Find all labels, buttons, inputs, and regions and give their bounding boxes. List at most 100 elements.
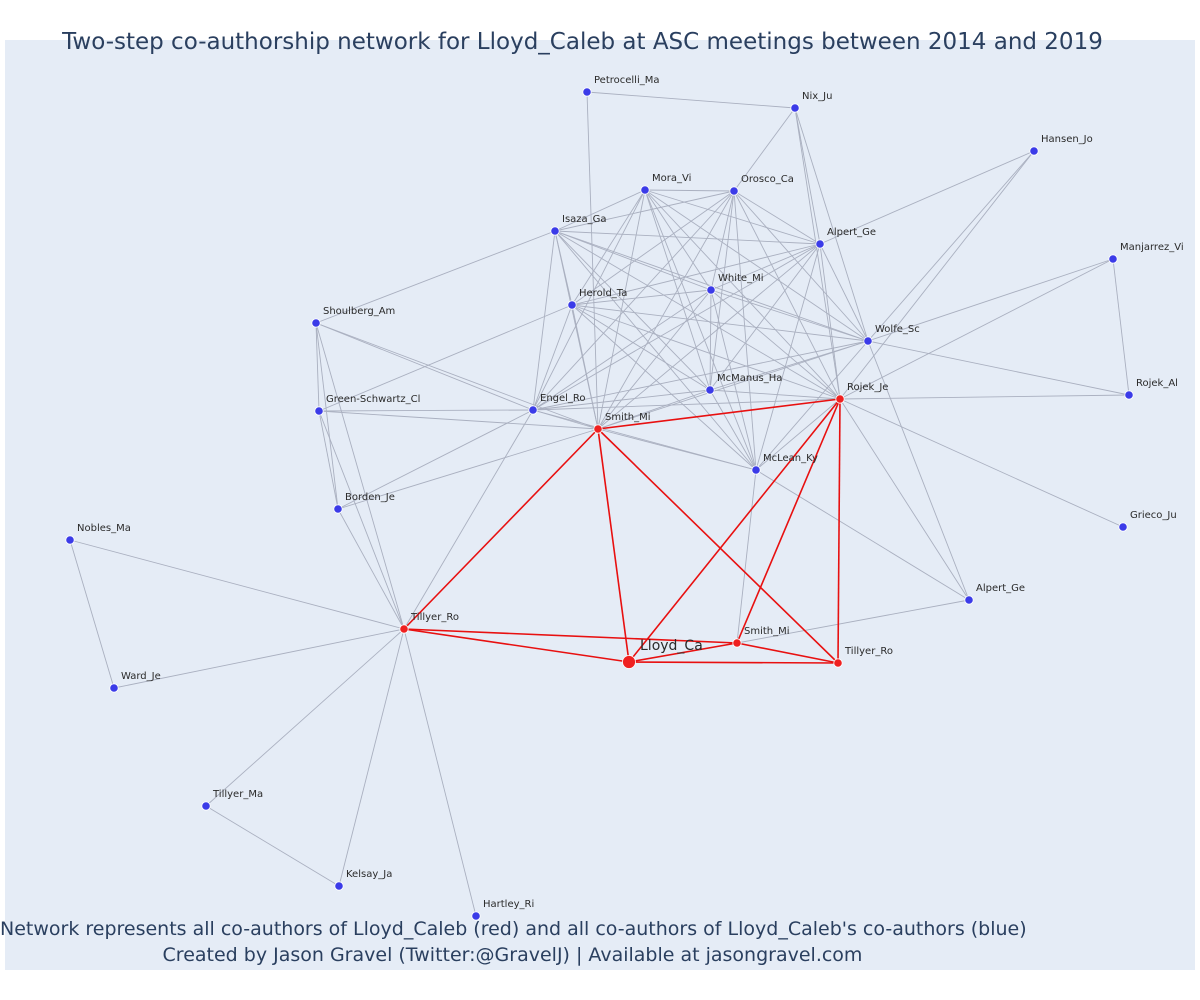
node-marker[interactable] (582, 87, 592, 97)
node-marker[interactable] (1029, 146, 1039, 156)
edge-orosco-alpertA (733, 190, 821, 245)
node-hartley[interactable]: Hartley_Ri (471, 899, 534, 921)
node-marker[interactable] (705, 385, 715, 395)
node-tillyerB[interactable]: Tillyer_Ro (833, 646, 893, 668)
node-marker[interactable] (790, 103, 800, 113)
node-label: Nix_Ju (802, 91, 832, 102)
edge-mclean-smithB (736, 469, 757, 644)
node-marker[interactable] (622, 655, 636, 669)
edge-nobles-tillyerA (69, 539, 405, 630)
node-marker[interactable] (835, 394, 845, 404)
edge-tillyerA-smithB (403, 628, 738, 644)
node-petro[interactable]: Petrocelli_Ma (582, 75, 660, 97)
node-label: McManus_Ha (717, 373, 782, 384)
node-isaza[interactable]: Isaza_Ga (550, 214, 607, 236)
edge-lloyd-tillyerB (628, 661, 839, 664)
node-lloyd[interactable]: Lloyd_Ca (622, 638, 703, 669)
node-label: Petrocelli_Ma (594, 75, 660, 86)
node-marker[interactable] (333, 504, 343, 514)
node-label: Mora_Vi (652, 173, 691, 184)
node-marker[interactable] (109, 683, 119, 693)
node-mclean[interactable]: McLean_Ky (751, 453, 818, 475)
edge-isaza-alpertA (554, 230, 821, 245)
edge-shoulberg-engel (315, 322, 534, 411)
node-marker[interactable] (732, 638, 742, 648)
node-marker[interactable] (1124, 390, 1134, 400)
node-label: Wolfe_Sc (875, 324, 920, 335)
node-shoulberg[interactable]: Shoulberg_Am (311, 306, 395, 328)
edge-herold-mclean (571, 304, 757, 471)
node-marker[interactable] (528, 405, 538, 415)
node-engel[interactable]: Engel_Ro (528, 393, 586, 415)
node-greenschwartz[interactable]: Green-Schwartz_Cl (314, 394, 421, 416)
node-smithB[interactable]: Smith_Mi (732, 626, 790, 648)
node-borden[interactable]: Borden_Je (333, 492, 395, 514)
node-label: Kelsay_Ja (346, 869, 392, 880)
node-marker[interactable] (550, 226, 560, 236)
node-marker[interactable] (1118, 522, 1128, 532)
node-alpertA[interactable]: Alpert_Ge (815, 227, 876, 249)
node-white[interactable]: White_Mi (706, 273, 764, 295)
edge-rojekJe-tillyerB (837, 398, 841, 664)
node-marker[interactable] (471, 911, 481, 921)
node-tillyerMa[interactable]: Tillyer_Ma (201, 789, 263, 811)
edge-isaza-mcmanus (554, 230, 711, 391)
node-label: Isaza_Ga (562, 214, 607, 225)
node-marker[interactable] (334, 881, 344, 891)
edge-mcmanus-engel (532, 389, 711, 411)
node-grieco[interactable]: Grieco_Ju (1118, 510, 1177, 532)
node-marker[interactable] (399, 624, 409, 634)
edge-smithA-wolfe (597, 340, 869, 430)
node-orosco[interactable]: Orosco_Ca (729, 174, 794, 196)
node-kelsay[interactable]: Kelsay_Ja (334, 869, 393, 891)
node-marker[interactable] (815, 239, 825, 249)
edge-orosco-herold (571, 190, 735, 306)
node-mora[interactable]: Mora_Vi (640, 173, 692, 195)
node-nix[interactable]: Nix_Ju (790, 91, 833, 113)
edge-nobles-ward (69, 539, 115, 689)
edge-engel-borden (337, 409, 534, 510)
node-mcmanus[interactable]: McManus_Ha (705, 373, 783, 395)
node-label: McLean_Ky (763, 453, 818, 464)
node-manjarrez[interactable]: Manjarrez_Vi (1108, 242, 1184, 264)
node-marker[interactable] (593, 424, 603, 434)
edge-alpertA-rojekJe (819, 243, 841, 400)
edge-nix-orosco (733, 107, 796, 192)
node-hansen[interactable]: Hansen_Jo (1029, 134, 1093, 156)
node-label: Smith_Mi (605, 412, 651, 423)
node-rojekAl[interactable]: Rojek_Al (1124, 378, 1178, 400)
node-marker[interactable] (201, 801, 211, 811)
node-marker[interactable] (1108, 254, 1118, 264)
node-marker[interactable] (729, 186, 739, 196)
node-marker[interactable] (863, 336, 873, 346)
edge-wolfe-rojekAl (867, 340, 1130, 396)
edge-isaza-mclean (554, 230, 757, 471)
edge-nix-wolfe (794, 107, 869, 342)
node-alpertB[interactable]: Alpert_Ge (964, 583, 1025, 605)
edge-lloyd-rojekJe (628, 398, 841, 663)
edge-rojekJe-mclean (755, 398, 841, 471)
edge-alpertA-mclean (755, 243, 821, 471)
node-marker[interactable] (640, 185, 650, 195)
node-nobles[interactable]: Nobles_Ma (65, 523, 131, 545)
edge-lloyd-smithA (597, 428, 630, 663)
node-rojekJe[interactable]: Rojek_Je (835, 382, 889, 404)
edge-ward-tillyerA (113, 628, 405, 689)
node-tillyerA[interactable]: Tillyer_Ro (399, 612, 459, 634)
node-ward[interactable]: Ward_Je (109, 671, 161, 693)
node-smithA[interactable]: Smith_Mi (593, 412, 651, 434)
node-marker[interactable] (311, 318, 321, 328)
edge-orosco-rojekJe (733, 190, 841, 400)
node-marker[interactable] (567, 300, 577, 310)
node-marker[interactable] (314, 406, 324, 416)
node-herold[interactable]: Herold_Ta (567, 288, 628, 310)
edge-white-herold (571, 289, 712, 306)
node-label: Hansen_Jo (1041, 134, 1093, 145)
node-marker[interactable] (964, 595, 974, 605)
node-marker[interactable] (706, 285, 716, 295)
node-label: Tillyer_Ma (212, 789, 263, 800)
node-wolfe[interactable]: Wolfe_Sc (863, 324, 920, 346)
node-marker[interactable] (751, 465, 761, 475)
node-marker[interactable] (65, 535, 75, 545)
node-marker[interactable] (833, 658, 843, 668)
